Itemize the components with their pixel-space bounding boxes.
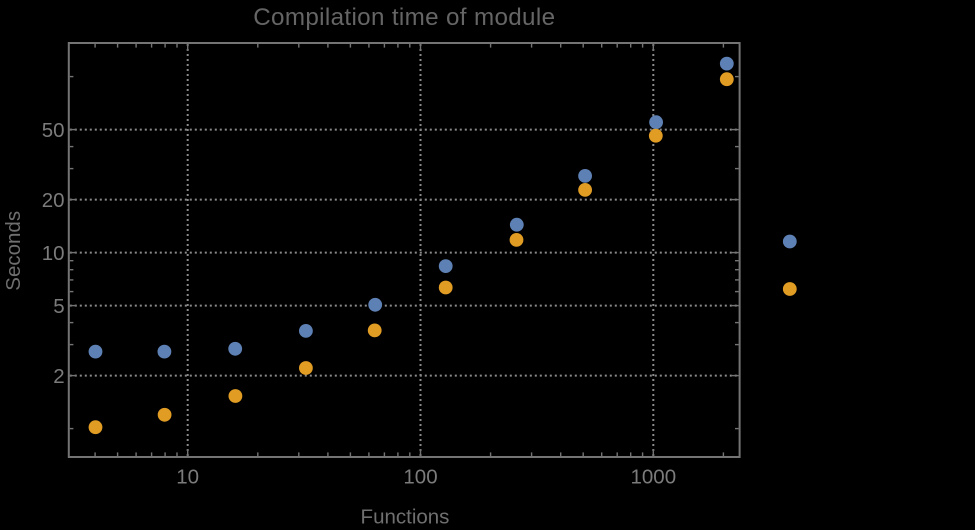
svg-text:Functions: Functions xyxy=(361,505,450,525)
svg-text:1000: 1000 xyxy=(630,465,676,488)
svg-text:Compilation time of module: Compilation time of module xyxy=(253,4,555,31)
svg-text:50: 50 xyxy=(42,119,65,142)
svg-text:5: 5 xyxy=(53,295,64,318)
svg-text:10: 10 xyxy=(42,242,65,265)
svg-text:10: 10 xyxy=(176,465,199,488)
svg-text:20: 20 xyxy=(42,189,65,212)
svg-text:2: 2 xyxy=(53,365,64,388)
svg-text:Seconds: Seconds xyxy=(2,211,25,291)
svg-text:100: 100 xyxy=(403,465,437,488)
